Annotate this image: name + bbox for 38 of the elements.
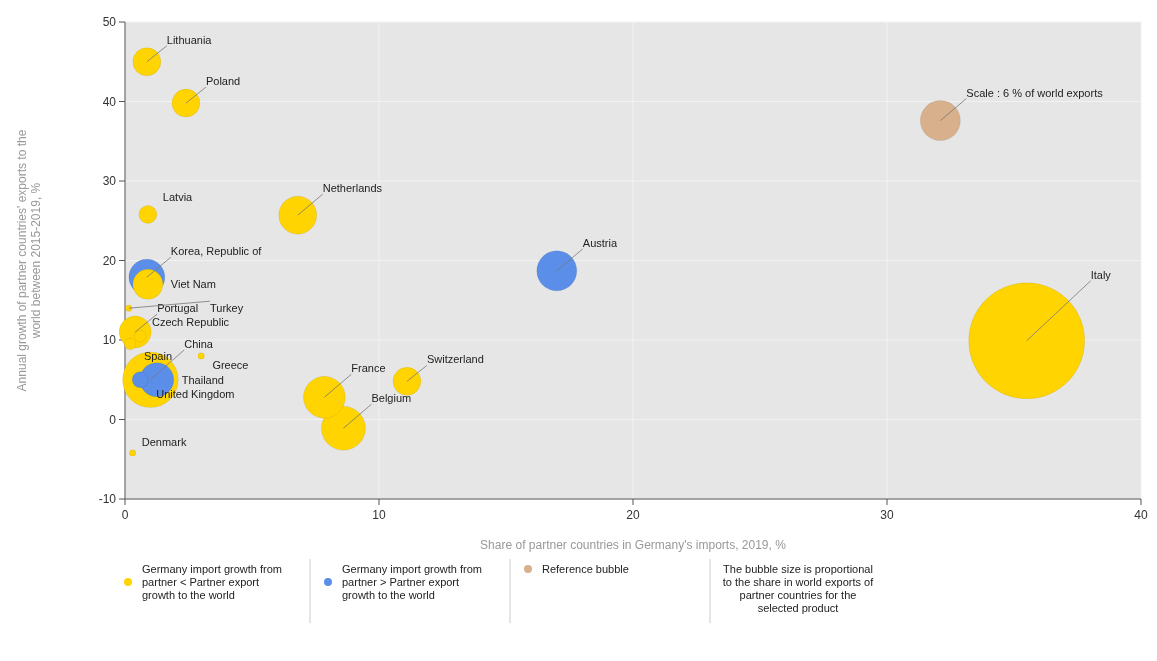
- annotation: United Kingdom: [156, 387, 235, 400]
- legend-label: Reference bubble: [542, 563, 629, 575]
- y-tick-label: 40: [102, 94, 117, 109]
- x-tick-label: 40: [1134, 508, 1148, 522]
- annotation: Denmark: [141, 435, 187, 448]
- annotation: Portugal: [157, 302, 199, 315]
- annotation: Thailand: [181, 373, 224, 386]
- x-tick-label: 30: [880, 508, 894, 522]
- y-tick-label: 30: [102, 174, 117, 188]
- y-tick-label: -10: [98, 492, 117, 506]
- annotation: Belgium: [371, 392, 412, 405]
- x-tick-label: 10: [372, 508, 386, 522]
- legend-label: Germany import growth from partner < Partner export growth to the world: [142, 563, 282, 601]
- annotation: Czech Republic: [152, 316, 230, 329]
- annotation: Austria: [582, 236, 618, 249]
- x-tick-label: 20: [626, 508, 640, 522]
- annotation: Latvia: [162, 191, 194, 204]
- annotation: Scale : 6 % of world exports: [966, 86, 1104, 99]
- legend-label: Germany import growth from partner > Partner export growth to the world: [342, 563, 482, 601]
- x-tick-label: 0: [121, 508, 129, 522]
- y-tick-label: 20: [102, 253, 117, 268]
- annotation: China: [184, 337, 214, 350]
- annotation: Greece: [212, 359, 249, 372]
- text: The bubble size is proportional to the share in world exports of partner countries for the selected product: [722, 563, 875, 614]
- annotation: Netherlands: [322, 182, 383, 195]
- y-tick-label: 10: [102, 333, 117, 347]
- y-tick-label: 50: [102, 15, 117, 29]
- annotation: France: [351, 362, 386, 375]
- annotation: Italy: [1090, 268, 1112, 281]
- x-axis-title: Share of partner countries in Germany's imports, 2019, %: [480, 538, 787, 552]
- annotation: Lithuania: [166, 33, 213, 46]
- annotation: Korea, Republic of: [170, 245, 263, 258]
- annotation: Turkey: [209, 302, 244, 315]
- y-tick-label: 0: [109, 412, 117, 427]
- y-axis-title: Annual growth of partner countries' exports to the world between 2015-2019, %: [15, 129, 43, 392]
- annotation: Poland: [205, 75, 241, 88]
- annotation: Viet Nam: [170, 278, 216, 291]
- annotation: Switzerland: [426, 353, 484, 366]
